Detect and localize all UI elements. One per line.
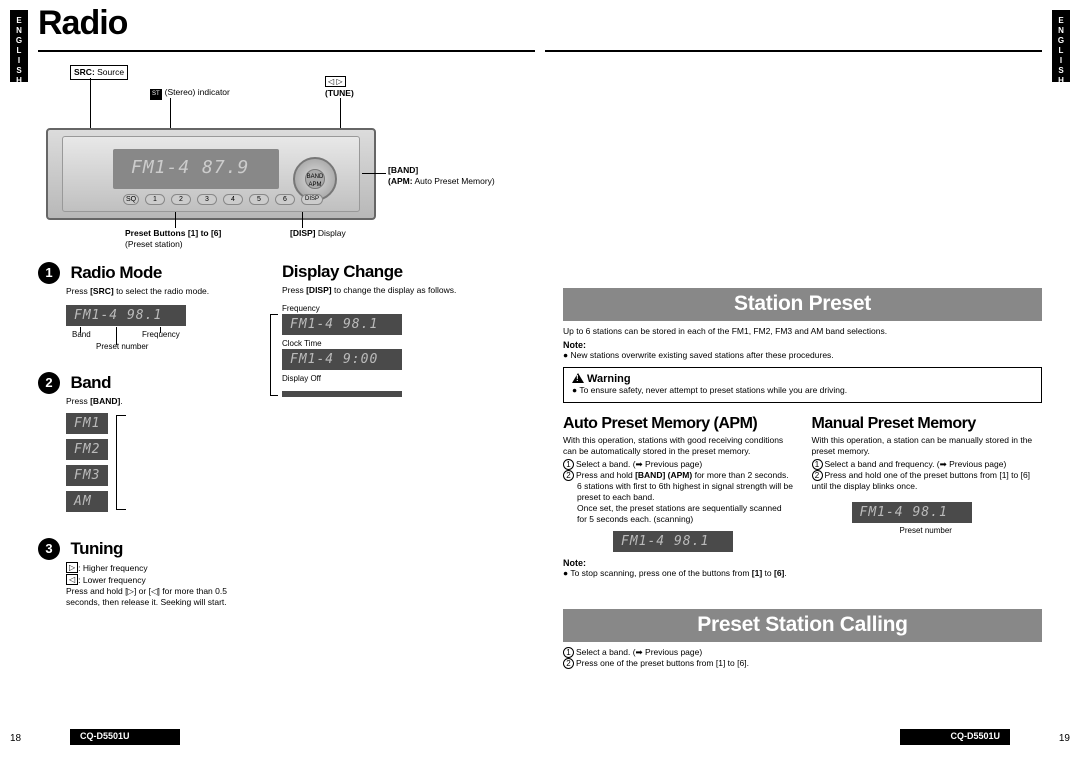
lcd-radio-mode: FM1-4 98.1 [66,305,186,326]
label-band: Band [72,330,91,339]
callout-src: SRC: Source [70,65,128,80]
banner-calling: Preset Station Calling [563,609,1042,642]
num-1: 1 [38,262,60,284]
sec-title-band: Band [70,373,111,393]
page-title: Radio [38,4,127,43]
apm-p1: With this operation, stations with good … [563,435,794,457]
rule-r [545,50,1042,52]
callout-band: [BAND] (APM: Auto Preset Memory) [388,165,495,187]
apm-title: Auto Preset Memory (APM) [563,415,794,433]
sec-tuning: 3 Tuning ▷: Higher frequency ◁: Lower fr… [38,538,258,608]
callout-preset: Preset Buttons [1] to [6](Preset station… [125,228,221,250]
side-tab-page: 17 [10,88,28,98]
manual-preset-label: Preset number [900,526,1043,535]
footer-left: 18 CQ-D5501U [10,725,535,745]
num-3: 3 [38,538,60,560]
call-s1: Select a band. (➡ Previous page) [576,647,702,657]
lcd-fm2: FM2 [66,439,108,460]
col-manual: Manual Preset Memory With this operation… [812,415,1043,579]
sec-band: 2 Band Press [BAND]. FM1 FM2 FM3 AM [38,372,258,512]
intro-text: Up to 6 stations can be stored in each o… [563,326,1042,337]
callout-disp: [DISP] Display [290,228,346,239]
col-apm: Auto Preset Memory (APM) With this opera… [563,415,794,579]
page-num-r: 19 [1059,733,1070,744]
model-l: CQ-D5501U [70,729,180,745]
label-clock: Clock Time [282,339,532,348]
label-preset: Preset number [96,342,148,351]
label-freq2: Frequency [282,304,532,313]
banner-station-preset: Station Preset [563,288,1042,321]
sec-display-change: Display Change Press [DISP] to change th… [282,262,532,402]
note-1: New stations overwrite existing saved st… [571,350,834,360]
side-tab-right: ENGLISH 18 [1052,10,1070,82]
lcd-disp-2: FM1-4 9:00 [282,349,402,370]
side-tab-page-r: 18 [1052,88,1070,98]
apm-p3: Once set, the preset stations are sequen… [577,503,794,525]
radio-lcd: FM1-4 87.9 [113,149,279,178]
sec-title-radio-mode: Radio Mode [70,263,161,283]
lcd-disp-3 [282,391,402,397]
sec-title-display: Display Change [282,262,532,282]
manual-p1: With this operation, a station can be ma… [812,435,1043,457]
lcd-am: AM [66,491,108,512]
callout-tune: ◁ ▷(TUNE) [325,76,354,99]
model-r: CQ-D5501U [900,729,1010,745]
warning-box: Warning ● To ensure safety, never attemp… [563,367,1042,403]
page-left: ENGLISH 17 Radio SRC: Source ST(Stereo) … [10,10,535,745]
page-num-l: 18 [10,733,21,744]
warning-head: Warning [587,373,631,385]
lcd-fm1: FM1 [66,413,108,434]
callout-stereo: ST(Stereo) indicator [150,87,230,100]
lcd-manual: FM1-4 98.1 [852,502,972,523]
lcd-disp-1: FM1-4 98.1 [282,314,402,335]
lcd-fm3: FM3 [66,465,108,486]
num-2: 2 [38,372,60,394]
warning-text: To ensure safety, never attempt to prese… [579,385,847,395]
call-s2: Press one of the preset buttons from [1]… [576,658,749,668]
side-tab-left: ENGLISH 17 [10,10,28,82]
apm-p2: 6 stations with first to 6th highest in … [577,481,794,503]
manual-title: Manual Preset Memory [812,415,1043,433]
radio-illustration: FM1-4 87.9 BANDAPM SQ 123 456 DISP [46,128,376,220]
radio-preset-row: SQ 123 456 DISP [123,194,323,205]
lcd-apm: FM1-4 98.1 [613,531,733,552]
sec-radio-mode: 1 Radio Mode Press [SRC] to select the r… [38,262,258,330]
sec-title-tuning: Tuning [70,539,122,559]
label-off: Display Off [282,374,532,383]
footer-right: 19 CQ-D5501U [545,725,1070,745]
rule [38,50,535,52]
note-label-2: Note: [563,558,794,568]
note-label-1: Note: [563,340,1042,350]
page-right: ENGLISH 18 Station Preset Up to 6 statio… [545,10,1070,745]
right-content: Station Preset Up to 6 stations can be s… [563,288,1042,669]
